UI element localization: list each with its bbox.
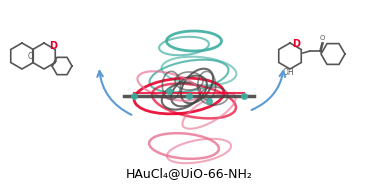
- Text: O: O: [319, 35, 325, 41]
- Text: D: D: [49, 41, 57, 51]
- FancyArrowPatch shape: [97, 71, 132, 115]
- Text: HAuCl₄@UiO-66-NH₂: HAuCl₄@UiO-66-NH₂: [125, 168, 253, 180]
- Text: OH: OH: [282, 68, 294, 76]
- Text: O: O: [28, 52, 34, 60]
- Text: D: D: [292, 39, 300, 49]
- FancyArrowPatch shape: [252, 71, 285, 110]
